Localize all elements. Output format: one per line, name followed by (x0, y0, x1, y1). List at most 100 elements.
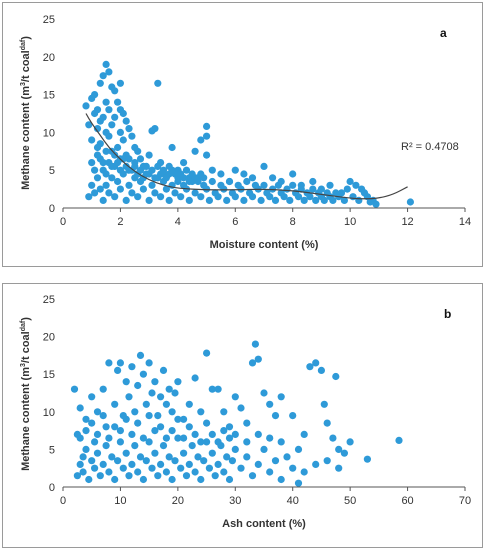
data-point (116, 128, 124, 136)
data-point (139, 475, 147, 484)
data-point (136, 155, 145, 163)
data-point (145, 196, 153, 204)
data-point (352, 181, 360, 189)
data-point (119, 464, 127, 472)
data-point (257, 196, 265, 204)
data-point (125, 472, 133, 480)
data-point (214, 193, 222, 201)
data-point (248, 193, 257, 201)
data-point (208, 166, 216, 174)
data-point (116, 427, 124, 435)
data-point (185, 196, 193, 204)
data-point (208, 430, 216, 438)
data-point (289, 170, 297, 178)
data-point (197, 475, 205, 484)
data-point (108, 453, 116, 461)
data-point (99, 460, 107, 468)
data-point (122, 117, 130, 125)
data-point (88, 457, 96, 465)
data-point (197, 408, 205, 416)
data-point (99, 196, 107, 204)
data-point (108, 121, 116, 129)
data-point (148, 389, 156, 397)
data-point (122, 196, 130, 204)
data-point (122, 449, 130, 457)
data-point (99, 113, 107, 121)
data-point (203, 438, 211, 446)
data-point (194, 453, 202, 461)
y-tick-label: 10 (43, 127, 55, 139)
data-point (108, 174, 116, 182)
data-point (346, 177, 354, 186)
data-point (116, 359, 124, 367)
data-point (335, 464, 343, 472)
data-point (134, 193, 142, 201)
data-point (125, 155, 133, 163)
x-tick-label: 8 (290, 216, 296, 228)
data-point (395, 436, 403, 444)
data-point (177, 193, 185, 201)
data-point (134, 381, 142, 390)
data-point (111, 151, 119, 159)
data-point (139, 434, 147, 442)
data-point (105, 434, 113, 442)
data-point (134, 468, 142, 476)
data-point (180, 449, 188, 457)
data-point (225, 475, 234, 484)
data-point (260, 445, 268, 453)
data-point (136, 351, 145, 359)
y-tick-label: 0 (49, 482, 55, 494)
data-point (243, 438, 251, 446)
data-point (76, 404, 84, 412)
data-point (136, 453, 145, 461)
data-point (136, 166, 145, 174)
data-point (168, 475, 176, 484)
data-point (280, 193, 288, 201)
y-axis-title: Methane content (m3/t coaldaf) (20, 317, 32, 471)
data-point (191, 430, 199, 438)
data-point (205, 464, 213, 472)
data-point (91, 91, 99, 99)
data-point (102, 181, 110, 189)
data-point (203, 122, 211, 130)
data-point (116, 79, 124, 87)
data-point (73, 472, 81, 480)
data-point (165, 196, 173, 204)
data-point (165, 385, 173, 393)
data-point (82, 445, 90, 453)
data-point (128, 430, 136, 438)
x-tick-label: 10 (344, 216, 356, 228)
data-point (185, 423, 193, 431)
data-point (254, 355, 262, 363)
data-point (277, 475, 285, 484)
data-point (131, 408, 139, 416)
data-point (76, 460, 84, 468)
data-point (240, 170, 248, 178)
data-point (111, 87, 119, 95)
data-point (82, 415, 90, 423)
r-squared-label: R² = 0.4708 (401, 141, 459, 153)
data-point (85, 193, 93, 201)
data-point (111, 193, 119, 201)
x-tick-label: 0 (60, 495, 66, 507)
data-point (114, 143, 122, 152)
data-point (228, 457, 236, 465)
x-tick-label: 10 (114, 495, 126, 507)
data-point (294, 193, 303, 201)
data-point (171, 170, 179, 178)
data-point (91, 189, 99, 197)
data-point (289, 412, 297, 420)
data-point (274, 181, 282, 189)
data-point (76, 434, 84, 442)
data-point (266, 434, 274, 442)
data-point (128, 460, 136, 468)
data-point (309, 185, 317, 193)
data-point (128, 363, 136, 371)
data-point (102, 147, 110, 155)
data-point (180, 434, 188, 442)
y-tick-label: 5 (49, 444, 55, 456)
data-point (243, 419, 251, 427)
chart-panel-b: 0 10 20 30 40 50 60 70 0 5 10 15 20 25 b Ash content… (2, 283, 483, 548)
data-point (260, 162, 268, 170)
data-point (108, 162, 116, 170)
